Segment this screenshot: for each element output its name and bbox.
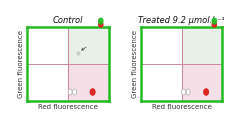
- Y-axis label: Green fluorescence: Green fluorescence: [18, 30, 25, 98]
- Title: Control: Control: [53, 16, 83, 25]
- Ellipse shape: [99, 22, 103, 27]
- X-axis label: Red fluorescence: Red fluorescence: [152, 104, 212, 110]
- Ellipse shape: [68, 89, 72, 95]
- X-axis label: Red fluorescence: Red fluorescence: [38, 104, 98, 110]
- Ellipse shape: [90, 89, 95, 95]
- Title: Treated 9.2 μmol.L⁻¹: Treated 9.2 μmol.L⁻¹: [138, 16, 225, 25]
- Ellipse shape: [204, 89, 208, 95]
- Y-axis label: Green fluorescence: Green fluorescence: [132, 30, 138, 98]
- Ellipse shape: [73, 89, 77, 95]
- Ellipse shape: [186, 89, 190, 95]
- Ellipse shape: [182, 89, 186, 95]
- Ellipse shape: [212, 22, 216, 27]
- Ellipse shape: [212, 18, 216, 24]
- Point: [76, 52, 80, 54]
- Ellipse shape: [99, 18, 103, 24]
